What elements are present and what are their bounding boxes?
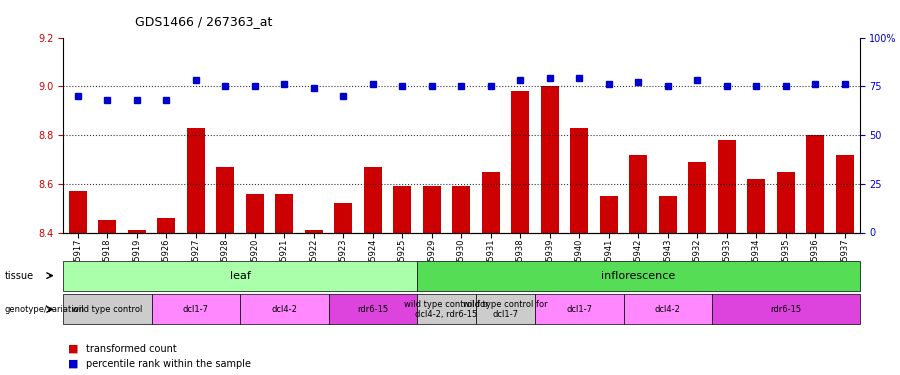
Bar bbox=[453, 186, 470, 232]
Text: dcl1-7: dcl1-7 bbox=[183, 305, 209, 314]
Bar bbox=[659, 196, 677, 232]
Text: ■: ■ bbox=[68, 344, 78, 354]
Bar bbox=[246, 194, 264, 232]
Bar bbox=[806, 135, 824, 232]
Text: dcl4-2: dcl4-2 bbox=[655, 305, 680, 314]
Bar bbox=[511, 91, 529, 232]
Text: wild type control for
dcl1-7: wild type control for dcl1-7 bbox=[464, 300, 548, 319]
Bar bbox=[335, 203, 352, 232]
Bar bbox=[216, 167, 234, 232]
Text: leaf: leaf bbox=[230, 271, 250, 280]
Text: transformed count: transformed count bbox=[86, 344, 176, 354]
Bar bbox=[629, 154, 647, 232]
Text: tissue: tissue bbox=[4, 271, 33, 280]
Bar bbox=[423, 186, 441, 232]
Bar bbox=[98, 220, 116, 232]
Bar bbox=[836, 154, 853, 232]
Bar bbox=[600, 196, 617, 232]
Text: wild type control for
dcl4-2, rdr6-15: wild type control for dcl4-2, rdr6-15 bbox=[404, 300, 489, 319]
Text: percentile rank within the sample: percentile rank within the sample bbox=[86, 359, 250, 369]
Bar bbox=[718, 140, 735, 232]
Bar bbox=[187, 128, 204, 232]
Bar bbox=[128, 230, 146, 232]
Text: ■: ■ bbox=[68, 359, 78, 369]
Bar bbox=[482, 172, 500, 232]
Bar bbox=[747, 179, 765, 232]
Text: rdr6-15: rdr6-15 bbox=[357, 305, 388, 314]
Bar bbox=[571, 128, 588, 232]
Bar bbox=[158, 218, 176, 232]
Bar bbox=[305, 230, 322, 232]
Text: dcl1-7: dcl1-7 bbox=[566, 305, 592, 314]
Bar bbox=[541, 86, 559, 232]
Text: GDS1466 / 267363_at: GDS1466 / 267363_at bbox=[135, 15, 273, 28]
Bar bbox=[275, 194, 293, 232]
Bar bbox=[69, 191, 86, 232]
Text: wild type control: wild type control bbox=[72, 305, 142, 314]
Text: dcl4-2: dcl4-2 bbox=[271, 305, 297, 314]
Bar bbox=[393, 186, 411, 232]
Bar bbox=[364, 167, 382, 232]
Text: inflorescence: inflorescence bbox=[601, 271, 675, 280]
Bar bbox=[688, 162, 706, 232]
Text: rdr6-15: rdr6-15 bbox=[770, 305, 801, 314]
Text: genotype/variation: genotype/variation bbox=[4, 305, 85, 314]
Bar bbox=[777, 172, 795, 232]
